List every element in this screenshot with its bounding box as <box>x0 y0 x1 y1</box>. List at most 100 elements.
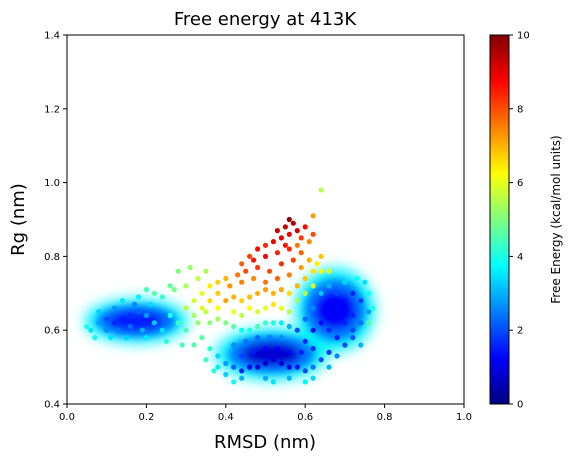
data-point <box>255 335 261 341</box>
data-point <box>239 353 245 359</box>
data-point <box>326 312 332 318</box>
data-point <box>239 261 245 267</box>
data-point <box>231 342 237 348</box>
y-axis-label: Rg (nm) <box>8 183 29 256</box>
data-point <box>294 242 300 248</box>
data-point <box>175 268 181 274</box>
data-point <box>286 323 292 330</box>
data-point <box>199 305 205 311</box>
data-point <box>135 309 142 315</box>
data-point <box>143 287 149 293</box>
data-point <box>310 231 316 237</box>
y-tick-label: 0.4 <box>44 400 60 411</box>
data-point <box>326 349 332 355</box>
data-point <box>366 309 372 315</box>
data-point <box>342 279 348 285</box>
y-axis-ticks: 0.4 0.6 0.8 1.0 1.2 1.4 <box>44 31 67 411</box>
data-point <box>274 228 280 234</box>
y-tick-label: 0.6 <box>44 326 60 337</box>
data-point <box>104 316 110 322</box>
data-point <box>358 342 364 348</box>
data-point <box>318 357 324 363</box>
data-point <box>255 246 261 252</box>
basin-core-1 <box>241 342 301 367</box>
x-tick-label: 0.2 <box>138 412 154 423</box>
data-point <box>223 320 229 326</box>
x-axis-ticks: 0.0 0.2 0.4 0.6 0.8 1.0 <box>59 404 472 423</box>
data-point <box>223 298 229 304</box>
data-point <box>274 250 280 256</box>
data-point <box>223 371 229 378</box>
data-point <box>120 316 126 322</box>
data-point <box>318 253 324 259</box>
data-point <box>231 309 237 315</box>
data-point <box>215 305 221 311</box>
colorbar-ticks: 0 2 4 6 8 10 <box>509 31 530 411</box>
data-point <box>306 239 312 245</box>
data-point <box>282 224 288 230</box>
data-point <box>298 250 304 256</box>
data-point <box>239 312 245 318</box>
data-point <box>266 268 273 274</box>
data-point <box>96 320 102 326</box>
data-point <box>310 213 316 219</box>
data-point <box>203 309 209 315</box>
colorbar-tick-label: 6 <box>517 178 523 189</box>
data-point <box>135 294 142 300</box>
data-point <box>183 327 189 333</box>
data-point <box>278 235 284 241</box>
data-point <box>286 364 292 370</box>
data-point <box>310 327 316 333</box>
data-point <box>203 268 209 274</box>
data-point <box>159 327 165 333</box>
data-point <box>310 268 316 274</box>
data-point <box>251 275 257 282</box>
data-point <box>350 290 356 296</box>
data-point <box>294 327 300 333</box>
data-point <box>262 242 269 248</box>
colorbar-tick-label: 2 <box>517 326 523 337</box>
data-point <box>215 290 221 296</box>
data-point <box>262 305 269 311</box>
data-point <box>362 279 368 285</box>
data-point <box>88 327 94 333</box>
x-axis-label: RMSD (nm) <box>214 432 316 453</box>
data-point <box>215 364 221 370</box>
basin-core-0 <box>109 310 164 332</box>
data-point <box>286 216 292 223</box>
data-point <box>131 301 138 307</box>
data-point <box>302 224 308 230</box>
data-point <box>262 279 269 285</box>
data-point <box>370 305 376 311</box>
data-point <box>294 364 300 370</box>
data-point <box>298 349 304 355</box>
x-tick-label: 0.8 <box>377 412 393 423</box>
data-point <box>278 360 284 366</box>
data-point <box>278 305 284 311</box>
data-point <box>199 335 205 341</box>
data-point <box>215 316 221 322</box>
data-point <box>326 283 332 289</box>
data-point <box>278 261 284 267</box>
data-point <box>215 353 221 359</box>
data-point <box>247 364 253 370</box>
data-point <box>326 364 332 370</box>
data-point <box>318 187 324 193</box>
data-point <box>191 312 197 318</box>
data-point <box>151 290 157 296</box>
data-point <box>262 375 269 381</box>
data-point <box>167 283 173 289</box>
data-point <box>310 283 316 289</box>
data-point <box>306 257 312 263</box>
data-point <box>310 364 316 370</box>
data-point <box>274 275 280 282</box>
data-point <box>286 349 292 355</box>
data-point <box>163 338 169 344</box>
data-point <box>318 290 324 296</box>
data-point <box>270 357 276 363</box>
data-point <box>350 327 356 333</box>
y-tick-label: 1.2 <box>44 104 60 115</box>
data-point <box>262 346 269 352</box>
data-point <box>171 287 177 293</box>
data-point <box>274 346 280 352</box>
